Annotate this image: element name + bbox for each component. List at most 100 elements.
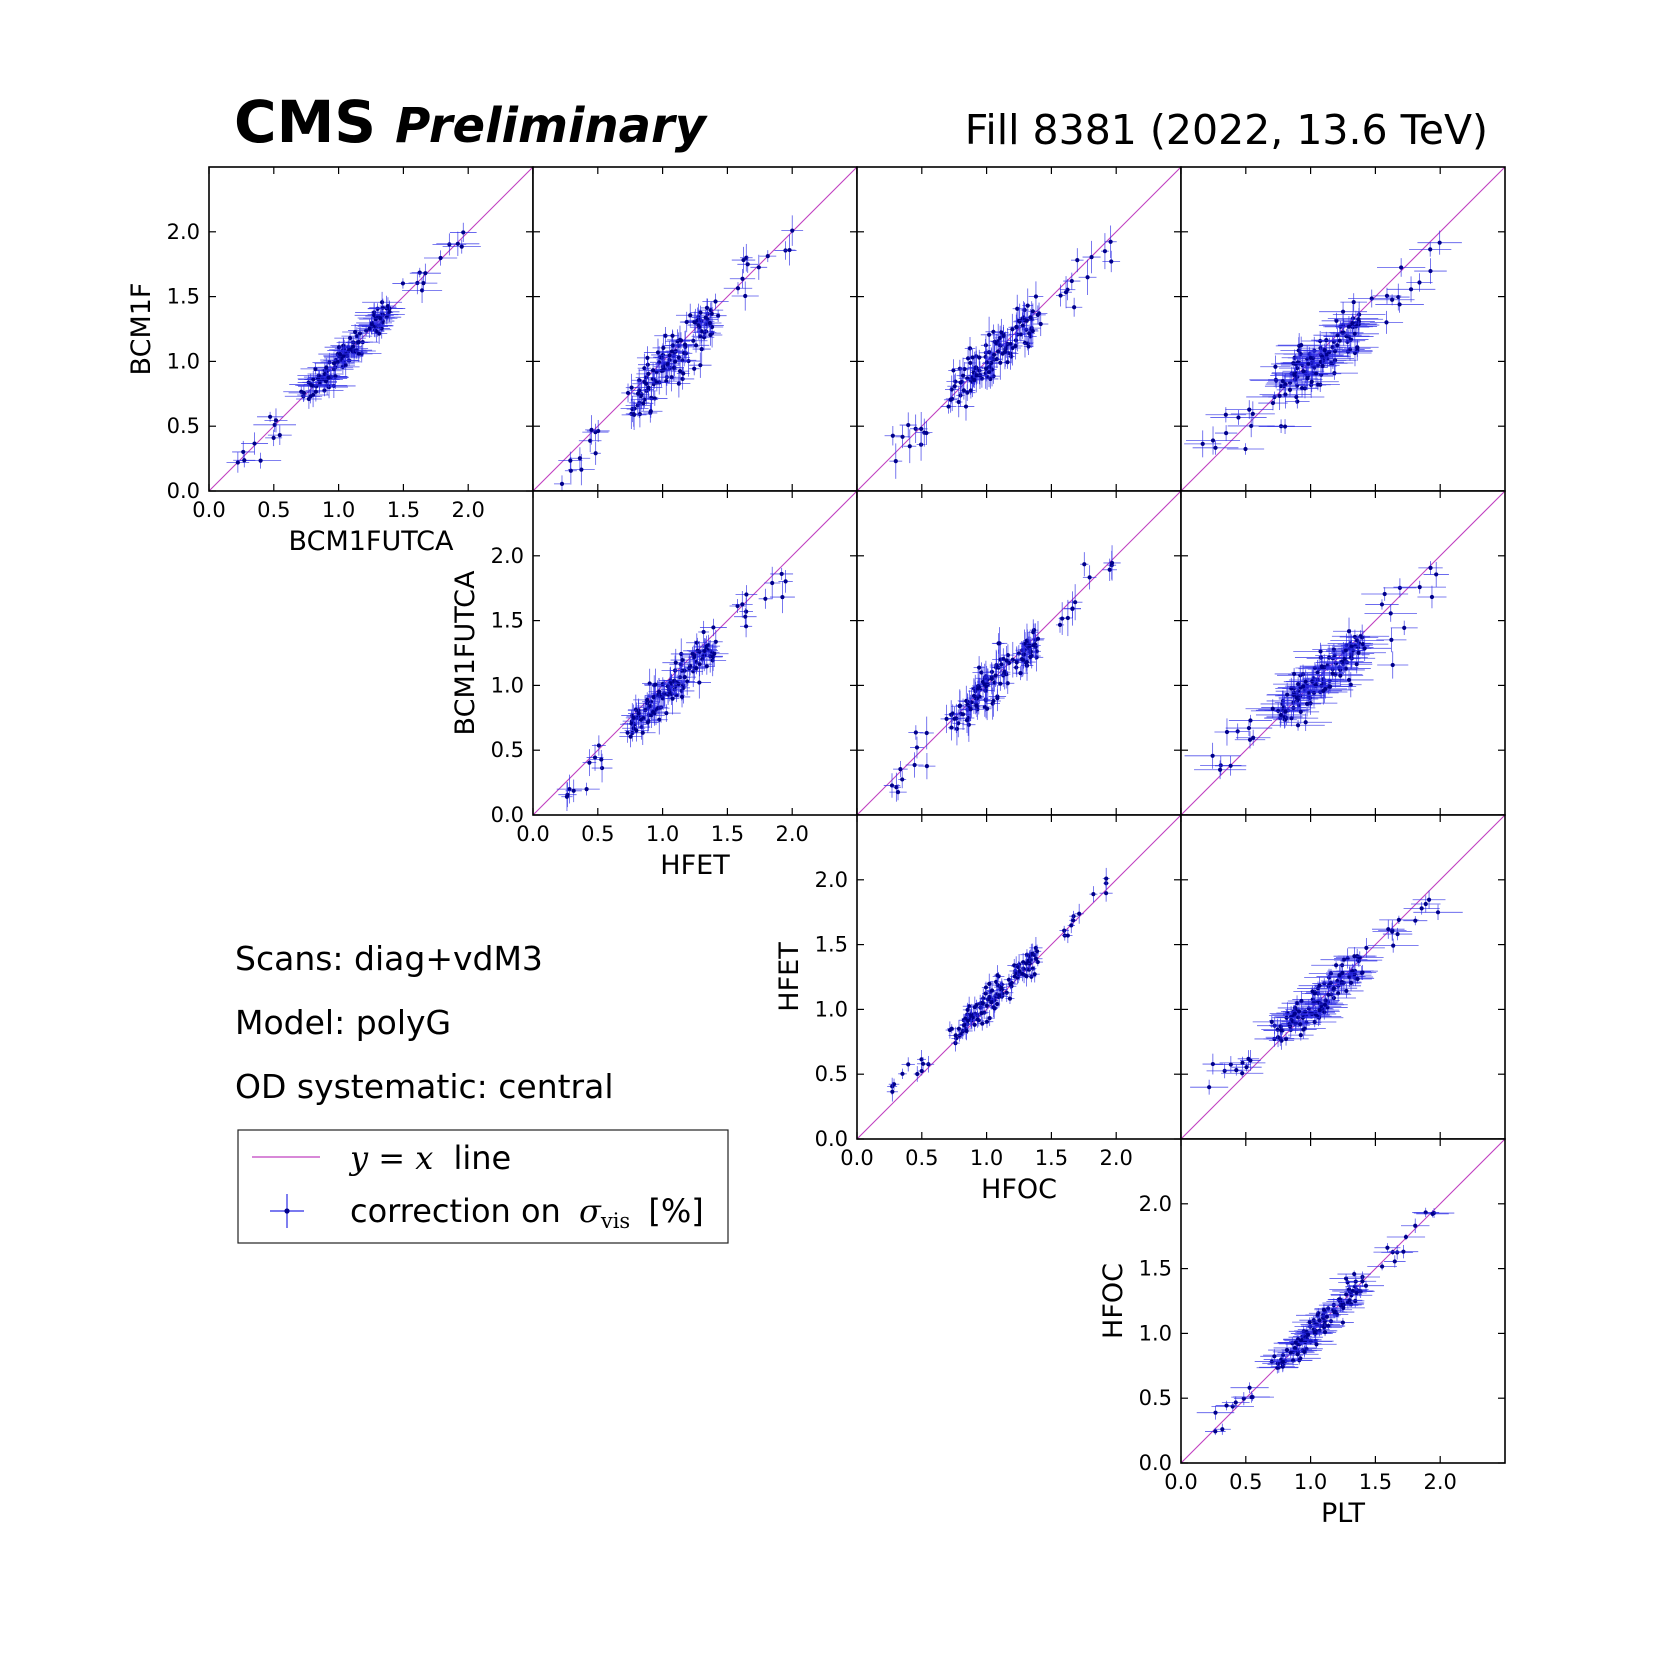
- point-marker: [1360, 642, 1366, 647]
- point-marker: [1058, 293, 1063, 298]
- data-point: [947, 374, 963, 398]
- data-point: [986, 664, 1005, 687]
- point-marker: [953, 1033, 958, 1038]
- point-marker: [641, 401, 646, 406]
- data-point: [1377, 258, 1426, 277]
- data-point: [999, 648, 1007, 670]
- point-marker: [996, 349, 1001, 354]
- point-marker: [680, 376, 685, 382]
- data-point: [1376, 627, 1407, 653]
- data-point: [979, 995, 987, 1012]
- data-point: [975, 349, 983, 366]
- point-marker: [900, 434, 905, 439]
- data-point: [919, 716, 934, 750]
- point-marker: [1014, 665, 1019, 670]
- point-marker: [579, 467, 584, 472]
- data-point: [1364, 604, 1417, 622]
- data-point: [670, 332, 692, 349]
- data-point: [960, 1021, 973, 1041]
- data-point: [758, 588, 773, 609]
- data-point: [301, 389, 321, 404]
- point-marker: [1004, 658, 1009, 663]
- data-point: [1018, 653, 1036, 671]
- point-marker: [1337, 338, 1342, 343]
- point-marker: [323, 379, 329, 384]
- point-marker: [1346, 324, 1352, 329]
- point-marker: [636, 711, 641, 716]
- data-point: [972, 1018, 978, 1032]
- point-marker: [1057, 622, 1063, 627]
- data-point: [1303, 679, 1348, 699]
- point-marker: [971, 370, 976, 375]
- data-point: [1290, 359, 1342, 388]
- point-marker: [642, 366, 647, 371]
- point-marker: [1320, 363, 1325, 369]
- data-point: [676, 367, 690, 380]
- point-marker: [1210, 438, 1216, 443]
- point-marker: [1331, 647, 1336, 652]
- point-marker: [1351, 300, 1356, 305]
- data-point: [1301, 987, 1328, 1000]
- data-point: [1377, 651, 1409, 679]
- data-point: [1019, 311, 1035, 330]
- point-marker: [1240, 1071, 1245, 1076]
- data-point: [638, 358, 658, 372]
- point-marker: [965, 356, 971, 361]
- data-point: [314, 352, 354, 375]
- data-point: [984, 973, 994, 995]
- data-point: [639, 702, 667, 722]
- data-point: [698, 324, 723, 346]
- data-point: [670, 653, 695, 668]
- point-marker: [645, 355, 650, 360]
- data-point: [769, 581, 795, 614]
- data-point: [449, 222, 477, 243]
- data-point: [956, 357, 970, 394]
- point-marker: [740, 602, 745, 607]
- data-point: [731, 246, 756, 274]
- point-marker: [1030, 309, 1035, 314]
- point-marker: [599, 765, 605, 771]
- data-point: [997, 982, 1006, 993]
- point-marker: [912, 762, 917, 768]
- data-point: [590, 441, 601, 465]
- data-point: [670, 357, 690, 385]
- data-point: [1019, 966, 1026, 982]
- y-tick-label: 1.0: [491, 673, 524, 697]
- data-point: [357, 319, 382, 338]
- data-point: [628, 698, 650, 729]
- point-marker: [680, 657, 685, 663]
- data-point: [910, 736, 924, 759]
- data-point: [1423, 561, 1449, 587]
- point-marker: [1429, 594, 1435, 600]
- x-tick-label: 1.0: [970, 1146, 1003, 1170]
- data-point: [1282, 361, 1325, 381]
- data-point: [967, 697, 986, 714]
- data-point: [735, 585, 758, 604]
- data-point: [663, 674, 680, 693]
- point-marker: [1251, 735, 1256, 740]
- data-point: [624, 719, 649, 742]
- data-point: [682, 338, 710, 353]
- data-point: [1331, 641, 1386, 665]
- point-marker: [564, 794, 570, 799]
- point-marker: [1324, 338, 1329, 343]
- data-point: [695, 638, 714, 664]
- point-marker: [969, 700, 974, 705]
- data-point: [1271, 719, 1325, 731]
- point-marker: [660, 352, 665, 358]
- data-point: [1311, 331, 1342, 349]
- point-marker: [703, 315, 708, 320]
- point-marker: [1014, 324, 1019, 330]
- point-marker: [698, 310, 703, 315]
- data-point: [1225, 400, 1274, 420]
- data-point: [638, 363, 668, 378]
- point-marker: [1318, 655, 1324, 660]
- data-point: [267, 425, 292, 445]
- point-marker: [1035, 636, 1041, 641]
- data-point: [687, 666, 711, 699]
- data-point: [994, 342, 1002, 361]
- point-marker: [699, 346, 704, 352]
- point-marker: [670, 343, 675, 348]
- data-point: [561, 782, 573, 812]
- data-point: [1000, 645, 1013, 676]
